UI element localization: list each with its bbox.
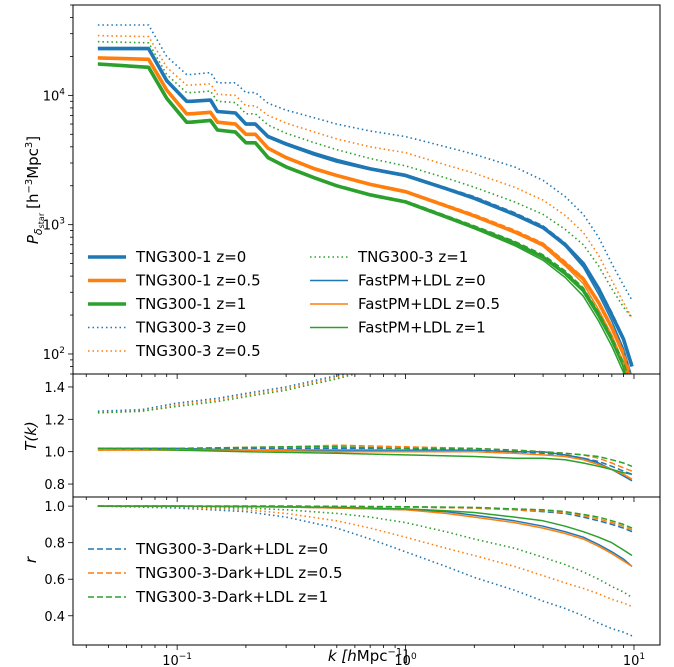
legend-label: TNG300-1 z=0 (135, 248, 246, 266)
transfer-function-panel: 0.8 1.0 1.2 1.4 (44, 373, 661, 502)
x-tick-label: 10−1 (162, 652, 192, 667)
series-line-5 (97, 447, 633, 476)
legend-label: TNG300-3 z=0 (135, 319, 246, 337)
series-line-7 (97, 505, 633, 531)
series-line-5 (97, 40, 633, 319)
legend-label: FastPM+LDL z=0.5 (358, 295, 500, 313)
y-tick-label: 103 (43, 217, 65, 234)
legend-label: TNG300-3 z=0.5 (135, 342, 261, 360)
series-line-5 (97, 505, 633, 557)
y-tick-label: 1.0 (44, 446, 65, 461)
correlation-panel: 0.4 0.6 0.8 1.0 10−1 100 101 TNG300-3-Dark+LDL … (44, 496, 661, 667)
y-tick-label: 1.2 (44, 413, 65, 428)
y-tick-label: 0.6 (44, 573, 65, 588)
y-tick-label: 104 (43, 87, 66, 104)
series-line-9 (97, 47, 633, 364)
series-line-0 (97, 374, 347, 412)
y-tick-label: 1.0 (44, 500, 65, 515)
series-line-1 (97, 56, 632, 374)
series-line-7 (97, 56, 628, 374)
series-line-7 (97, 444, 633, 472)
series-group (97, 505, 633, 637)
x-axis-label: k [hMpc−1] (328, 647, 408, 665)
series-group (97, 24, 634, 374)
series-line-2 (97, 505, 633, 599)
legend-label: TNG300-3 z=1 (357, 248, 468, 266)
series-line-1 (97, 374, 352, 414)
legend-label: TNG300-3-Dark+LDL z=1 (135, 588, 328, 606)
legend-label: FastPM+LDL z=1 (358, 319, 486, 337)
series-line-6 (97, 447, 633, 476)
legend-label: TNG300-1 z=0.5 (135, 272, 261, 290)
y-tick-label: 0.8 (44, 478, 65, 493)
x-tick-label: 100 (394, 652, 417, 667)
correlation-ylabel: r (22, 556, 40, 563)
series-line-8 (97, 62, 625, 374)
series-line-3 (97, 24, 633, 301)
y-tick-label: 0.4 (44, 610, 65, 625)
legend: TNG300-1 z=0 TNG300-1 z=0.5 TNG300-1 z=1 TN… (88, 248, 500, 360)
y-tick-label: 0.8 (44, 537, 65, 552)
legend: TNG300-3-Dark+LDL z=0 TNG300-3-Dark+LDL z… (88, 540, 343, 606)
plot-frame (72, 496, 661, 646)
y-tick-label: 1.4 (44, 381, 65, 396)
legend-label: TNG300-3-Dark+LDL z=0 (135, 540, 328, 558)
plot-frame (72, 373, 661, 498)
transfer-ylabel: T(k) (22, 421, 40, 451)
y-tick-label: 102 (43, 346, 65, 363)
legend-label: FastPM+LDL z=0 (358, 272, 486, 290)
x-tick-label: 101 (623, 652, 645, 667)
legend-label: TNG300-3-Dark+LDL z=0.5 (135, 564, 343, 582)
series-line-6 (97, 505, 633, 533)
power-ylabel: Pδstar[h−3Mpc3] (24, 136, 46, 244)
legend-label: TNG300-1 z=1 (135, 295, 246, 313)
series-line-2 (97, 374, 356, 414)
series-group (97, 374, 633, 482)
